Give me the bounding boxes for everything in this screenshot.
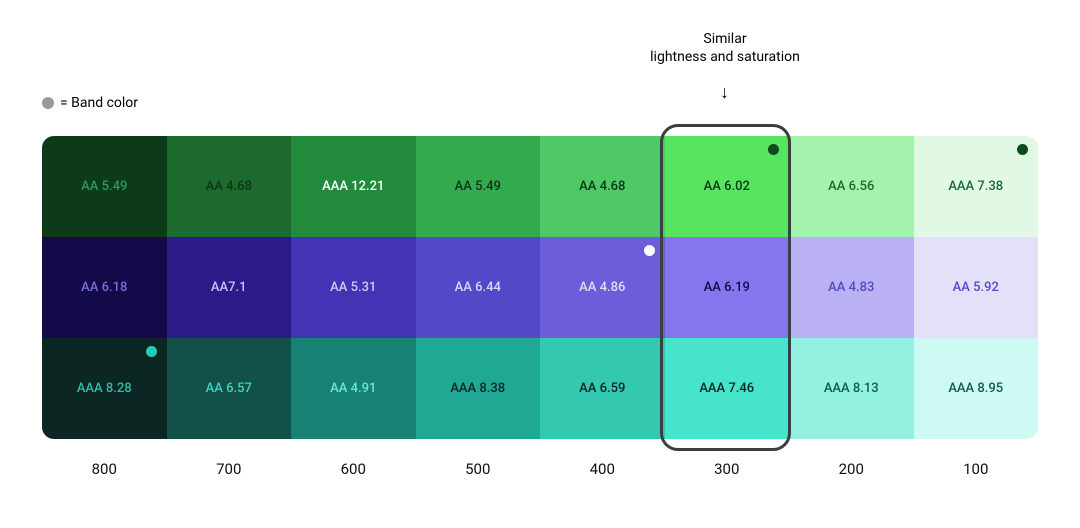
contrast-label: AA7.1 xyxy=(211,280,247,295)
contrast-label: AA 6.18 xyxy=(81,280,127,295)
contrast-label: AA 4.91 xyxy=(330,381,376,396)
contrast-label: AAA 7.38 xyxy=(948,179,1003,194)
contrast-label: AAA 8.38 xyxy=(450,381,505,396)
color-cell: AA 5.31 xyxy=(291,237,416,338)
contrast-label: AAA 7.46 xyxy=(699,381,754,396)
contrast-label: AAA 8.95 xyxy=(948,381,1003,396)
annotation-line2: lightness and saturation xyxy=(650,49,800,65)
color-cell: AA 4.68 xyxy=(167,136,292,237)
color-cell: AA7.1 xyxy=(167,237,292,338)
legend-dot-icon xyxy=(42,97,54,109)
color-cell: AAA 7.46 xyxy=(665,338,790,439)
contrast-label: AA 5.92 xyxy=(953,280,999,295)
color-cell: AA 4.91 xyxy=(291,338,416,439)
contrast-label: AA 6.59 xyxy=(579,381,625,396)
contrast-label: AA 4.86 xyxy=(579,280,625,295)
axis: 800700600500400300200100 xyxy=(42,460,1038,478)
color-cell: AA 6.02 xyxy=(665,136,790,237)
axis-label: 400 xyxy=(540,460,665,478)
contrast-label: AA 6.02 xyxy=(704,179,750,194)
color-grid: AA 5.49 AA 4.68 AAA 12.21 AA 5.49 AA 4.68 AA … xyxy=(42,136,1038,439)
contrast-label: AA 6.57 xyxy=(206,381,252,396)
color-cell: AA 6.18 xyxy=(42,237,167,338)
color-cell: AAA 8.13 xyxy=(789,338,914,439)
axis-label: 700 xyxy=(167,460,292,478)
band-dot-icon xyxy=(1017,144,1028,155)
contrast-label: AA 4.68 xyxy=(206,179,252,194)
legend-text: = Band color xyxy=(60,95,138,111)
band-dot-icon xyxy=(768,144,779,155)
color-cell: AA 6.56 xyxy=(789,136,914,237)
color-cell: AA 5.92 xyxy=(914,237,1039,338)
contrast-label: AAA 12.21 xyxy=(322,179,384,194)
color-cell: AA 6.19 xyxy=(665,237,790,338)
contrast-label: AAA 8.28 xyxy=(77,381,132,396)
annotation-arrow: ↓ xyxy=(720,82,729,103)
color-cell: AAA 7.38 xyxy=(914,136,1039,237)
axis-label: 200 xyxy=(789,460,914,478)
axis-label: 100 xyxy=(914,460,1039,478)
color-row-green: AA 5.49 AA 4.68 AAA 12.21 AA 5.49 AA 4.68 AA … xyxy=(42,136,1038,237)
color-cell: AA 5.49 xyxy=(42,136,167,237)
contrast-label: AA 5.31 xyxy=(330,280,376,295)
color-cell: AA 4.68 xyxy=(540,136,665,237)
annotation-text: Similar lightness and saturation xyxy=(635,30,815,66)
color-cell: AAA 12.21 xyxy=(291,136,416,237)
contrast-label: AA 5.49 xyxy=(455,179,501,194)
legend: = Band color xyxy=(42,95,138,111)
contrast-label: AA 6.19 xyxy=(704,280,750,295)
contrast-label: AAA 8.13 xyxy=(824,381,879,396)
color-cell: AAA 8.28 xyxy=(42,338,167,439)
axis-label: 800 xyxy=(42,460,167,478)
color-row-purple: AA 6.18 AA7.1 AA 5.31 AA 6.44 AA 4.86 AA 6.19… xyxy=(42,237,1038,338)
contrast-label: AA 4.83 xyxy=(828,280,874,295)
contrast-label: AA 6.56 xyxy=(828,179,874,194)
band-dot-icon xyxy=(644,245,655,256)
color-cell: AA 4.83 xyxy=(789,237,914,338)
axis-label: 500 xyxy=(416,460,541,478)
color-cell: AAA 8.38 xyxy=(416,338,541,439)
color-cell: AA 6.59 xyxy=(540,338,665,439)
color-cell: AA 6.57 xyxy=(167,338,292,439)
band-dot-icon xyxy=(146,346,157,357)
contrast-label: AA 5.49 xyxy=(81,179,127,194)
color-cell: AA 6.44 xyxy=(416,237,541,338)
axis-label: 600 xyxy=(291,460,416,478)
color-cell: AA 4.86 xyxy=(540,237,665,338)
contrast-label: AA 4.68 xyxy=(579,179,625,194)
contrast-label: AA 6.44 xyxy=(455,280,501,295)
axis-label: 300 xyxy=(665,460,790,478)
annotation-line1: Similar xyxy=(703,31,746,47)
color-row-teal: AAA 8.28 AA 6.57 AA 4.91 AAA 8.38 AA 6.59 AAA… xyxy=(42,338,1038,439)
color-cell: AAA 8.95 xyxy=(914,338,1039,439)
color-cell: AA 5.49 xyxy=(416,136,541,237)
